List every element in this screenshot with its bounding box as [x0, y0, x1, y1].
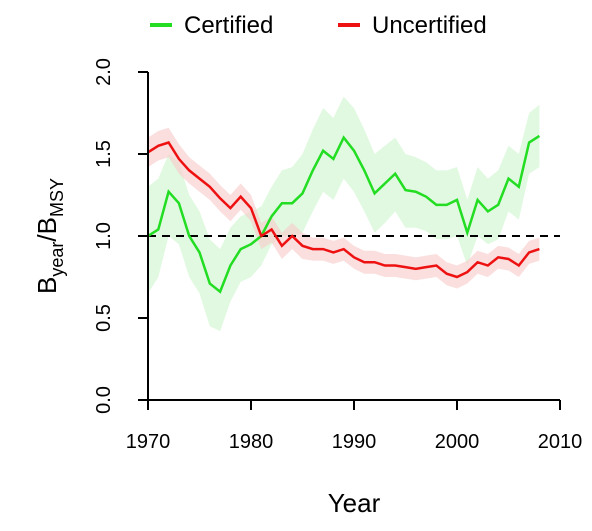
y-tick-label: 2.0 — [93, 58, 115, 86]
legend-label: Certified — [184, 12, 273, 39]
y-tick-label: 0.0 — [93, 386, 115, 414]
x-axis-title: Year — [328, 488, 381, 518]
y-title-part: B — [32, 277, 62, 294]
confidence-band — [148, 127, 540, 289]
series-line — [147, 141, 540, 279]
x-tick-label: 2000 — [435, 431, 480, 453]
y-title-part: B — [32, 217, 62, 234]
y-title-sub: MSY — [47, 178, 67, 217]
y-tick-label: 0.5 — [93, 304, 115, 332]
series-line — [147, 134, 541, 294]
x-tick-label: 1980 — [229, 431, 274, 453]
y-title-sub: year — [47, 242, 67, 277]
x-tick-label: 2010 — [538, 431, 583, 453]
y-axis-title: Byear/BMSY — [32, 178, 67, 294]
confidence-band — [148, 96, 540, 332]
x-tick-label: 1970 — [126, 431, 171, 453]
y-tick-label: 1.0 — [93, 222, 115, 250]
legend-label: Uncertified — [372, 12, 487, 39]
y-tick-label: 1.5 — [93, 140, 115, 168]
x-tick-label: 1990 — [332, 431, 377, 453]
y-title-part: / — [32, 234, 62, 242]
